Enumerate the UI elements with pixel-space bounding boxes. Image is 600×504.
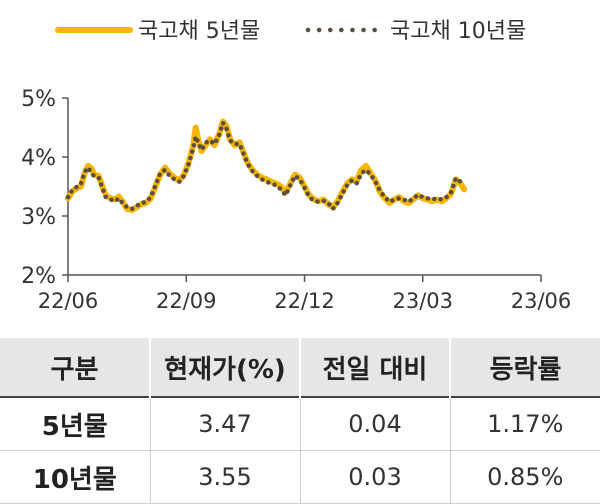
y-tick-label: 3% bbox=[21, 205, 56, 230]
chart-area: 2% 3% 4% 5% 22/06 22/09 22/12 23/03 23/06 국고채 5년물… bbox=[21, 19, 572, 313]
cell-change: 0.03 bbox=[299, 450, 450, 504]
x-tick-label: 22/09 bbox=[156, 289, 217, 313]
x-tick-label: 22/12 bbox=[274, 289, 335, 313]
bond-table: 구분 현재가(%) 전일 대비 등락률 5년물 3.47 0.04 1.17% … bbox=[0, 338, 600, 504]
x-tick-label: 23/03 bbox=[392, 289, 453, 313]
x-tick-label: 22/06 bbox=[38, 289, 99, 313]
header-change: 전일 대비 bbox=[299, 338, 450, 397]
cell-change: 0.04 bbox=[299, 396, 450, 451]
series-line-10yr bbox=[65, 117, 467, 213]
table-header-row: 구분 현재가(%) 전일 대비 등락률 bbox=[0, 338, 600, 397]
table-row: 5년물 3.47 0.04 1.17% bbox=[0, 396, 600, 451]
row-label: 10년물 bbox=[0, 450, 150, 504]
series-line-5yr bbox=[65, 118, 468, 214]
legend-label-10yr: 국고채 10년물 bbox=[390, 19, 526, 44]
row-label: 5년물 bbox=[0, 396, 150, 451]
x-tick-label: 23/06 bbox=[511, 289, 572, 313]
line-chart: 2% 3% 4% 5% 22/06 22/09 22/12 23/03 23/06 국고채 5년물… bbox=[21, 19, 572, 313]
header-category: 구분 bbox=[0, 338, 150, 397]
cell-current-price: 3.47 bbox=[149, 396, 300, 451]
header-change-rate: 등락률 bbox=[449, 338, 600, 397]
legend-label-5yr: 국고채 5년물 bbox=[138, 19, 260, 44]
table-row: 10년물 3.55 0.03 0.85% bbox=[0, 450, 600, 504]
header-current-price: 현재가(%) bbox=[149, 338, 300, 397]
cell-change-rate: 0.85% bbox=[449, 450, 600, 504]
y-tick-label: 4% bbox=[21, 146, 56, 171]
y-tick-label: 2% bbox=[21, 264, 56, 289]
cell-change-rate: 1.17% bbox=[449, 396, 600, 451]
y-tick-label: 5% bbox=[21, 87, 56, 112]
cell-current-price: 3.55 bbox=[149, 450, 300, 504]
